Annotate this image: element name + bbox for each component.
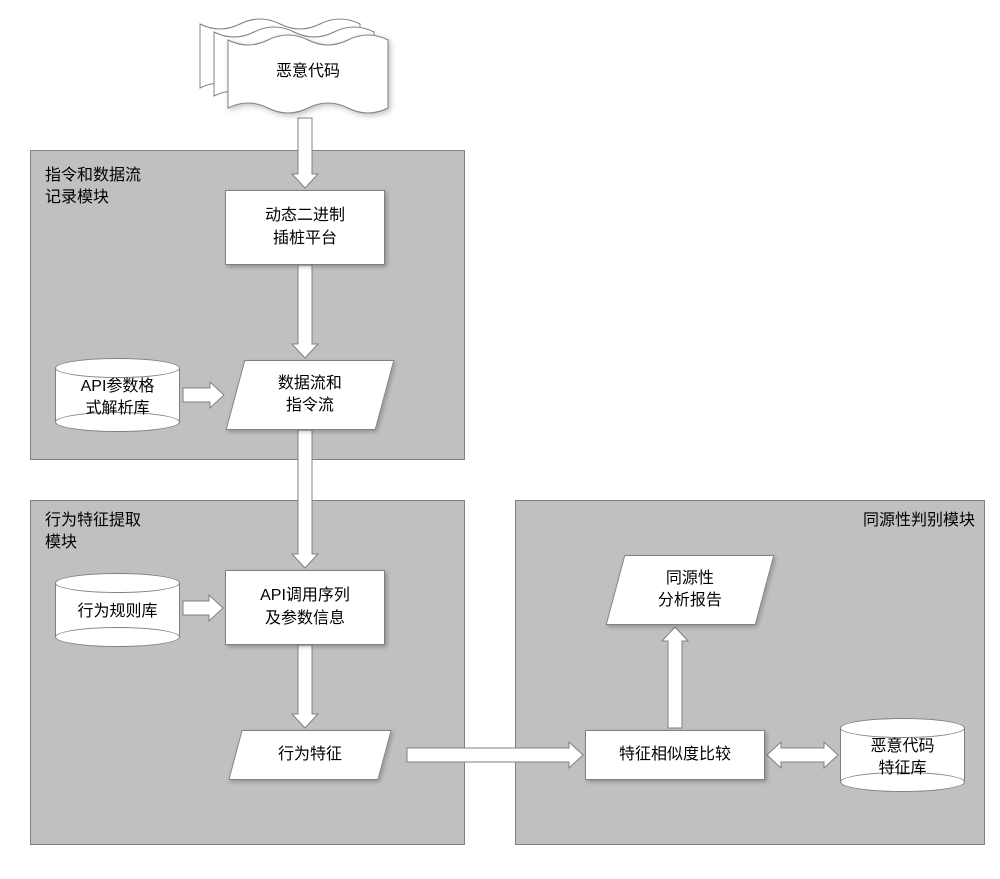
node-rule-db: 行为规则库 [55,573,180,647]
module-judge-label: 同源性判别模块 [515,510,975,532]
node-dataflow: 数据流和 指令流 [226,360,395,430]
node-report: 同源性 分析报告 [606,555,775,625]
diagram-canvas: 指令和数据流 记录模块 行为特征提取 模块 同源性判别模块 恶意代码 动态二进制… [0,0,1000,879]
module-record-label: 指令和数据流 记录模块 [45,165,141,210]
malicious-code-label: 恶意代码 [276,61,340,80]
malicious-code-doc-stack: 恶意代码 [200,10,410,120]
node-behavior: 行为特征 [228,730,391,780]
node-api-seq: API调用序列 及参数信息 [225,570,385,645]
module-extract-label: 行为特征提取 模块 [45,510,141,555]
module-judge [515,500,985,845]
node-platform: 动态二进制 插桩平台 [225,190,385,265]
node-api-db: API参数格 式解析库 [55,358,180,432]
node-compare: 特征相似度比较 [585,730,765,780]
node-mal-db: 恶意代码 特征库 [840,718,965,792]
